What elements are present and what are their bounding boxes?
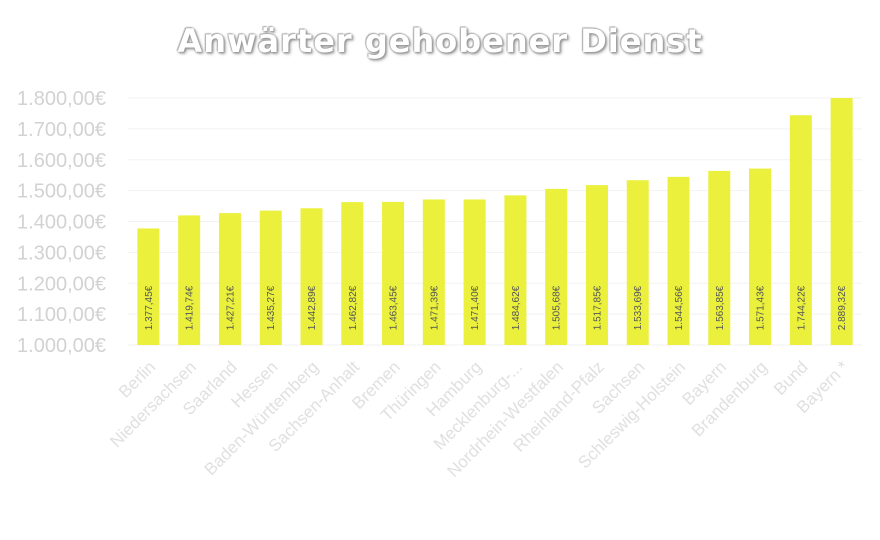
y-tick-label: 1.300,00€ <box>17 242 106 264</box>
y-tick-label: 1.800,00€ <box>17 88 106 110</box>
bar <box>259 210 282 345</box>
bar <box>300 208 323 345</box>
data-label: 1.505,68€ <box>552 285 563 330</box>
data-label: 1.419,74€ <box>185 285 196 330</box>
data-labels: 1.377,45€ 1.419,74€ 1.427,21€ 1.435,27€ 1.44… <box>144 285 848 330</box>
bar <box>667 176 690 345</box>
data-label: 1.463,45€ <box>389 285 400 330</box>
x-axis-ticks: BerlinNiedersachsenSaarlandHessenBaden-W… <box>106 357 852 481</box>
bar <box>463 199 486 345</box>
data-label: 1.744,22€ <box>796 285 807 330</box>
y-tick-label: 1.400,00€ <box>17 212 106 234</box>
chart-title: Anwärter gehobener Dienst <box>177 22 703 60</box>
bar <box>626 180 649 345</box>
bar <box>749 168 772 345</box>
y-tick-label: 1.000,00€ <box>17 335 106 357</box>
data-label: 1.563,85€ <box>715 285 726 330</box>
bar <box>789 115 812 345</box>
data-label: 1.517,85€ <box>592 285 603 330</box>
bar <box>178 215 201 345</box>
bar <box>708 170 731 345</box>
bar <box>830 98 853 345</box>
bar <box>382 201 405 345</box>
bars <box>137 98 853 345</box>
data-label: 2.889,32€ <box>837 285 848 330</box>
bar <box>218 213 241 345</box>
data-label: 1.544,56€ <box>674 285 685 330</box>
data-label: 1.471,39€ <box>429 285 440 330</box>
bar <box>137 228 160 345</box>
y-axis-ticks: 1.000,00€ 1.100,00€ 1.200,00€ 1.300,00€ 1.40… <box>17 88 106 357</box>
data-label: 1.484,62€ <box>511 285 522 330</box>
bar <box>585 185 608 345</box>
y-tick-label: 1.200,00€ <box>17 273 106 295</box>
bar <box>341 202 364 345</box>
y-tick-label: 1.700,00€ <box>17 119 106 141</box>
y-tick-label: 1.500,00€ <box>17 181 106 203</box>
bar <box>504 195 527 345</box>
data-label: 1.427,21€ <box>225 285 236 330</box>
bar <box>422 199 445 345</box>
data-label: 1.471,40€ <box>470 285 481 330</box>
data-label: 1.533,69€ <box>633 285 644 330</box>
y-tick-label: 1.100,00€ <box>17 304 106 326</box>
data-label: 1.435,27€ <box>266 285 277 330</box>
bar <box>545 188 568 345</box>
data-label: 1.442,89€ <box>307 285 318 330</box>
gridlines <box>128 97 862 346</box>
data-label: 1.377,45€ <box>144 285 155 330</box>
data-label: 1.462,82€ <box>348 285 359 330</box>
data-label: 1.571,43€ <box>756 285 767 330</box>
y-tick-label: 1.600,00€ <box>17 150 106 172</box>
